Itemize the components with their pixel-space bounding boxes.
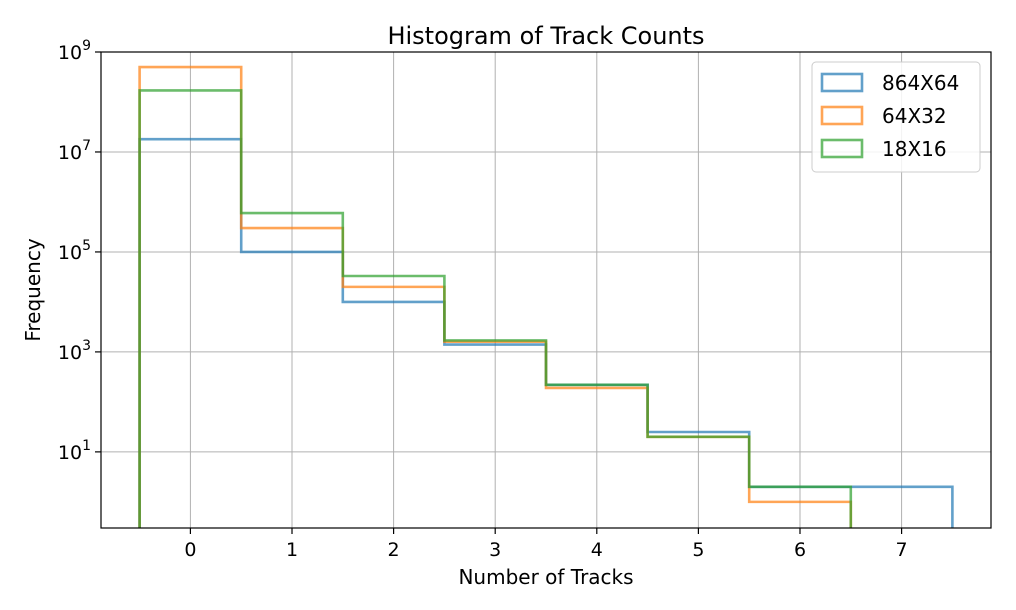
chart-title: Histogram of Track Counts <box>387 22 704 50</box>
x-tick-label: 6 <box>794 539 806 561</box>
legend: 864X64 64X32 18X16 <box>811 61 981 173</box>
legend-swatch <box>820 72 864 93</box>
legend-swatch <box>820 105 864 126</box>
x-tick-label: 3 <box>489 539 501 561</box>
x-tick-label: 2 <box>388 539 400 561</box>
legend-label: 864X64 <box>882 71 959 95</box>
series-step-3 <box>138 89 853 528</box>
y-axis-label: Frequency <box>21 238 45 341</box>
x-axis-label: Number of Tracks <box>458 565 633 589</box>
x-tick-label: 1 <box>286 539 298 561</box>
x-tick-label: 0 <box>184 539 196 561</box>
x-tick-label: 7 <box>896 539 908 561</box>
legend-label: 64X32 <box>882 104 947 128</box>
series-layer <box>138 65 954 528</box>
x-tick-label: 4 <box>591 539 603 561</box>
legend-swatch <box>820 138 864 159</box>
y-tick-label: 103 <box>58 338 91 364</box>
legend-label: 18X16 <box>882 137 947 161</box>
ticks: 0 1 2 3 4 5 6 7 101 103 105 107 109 <box>58 38 908 561</box>
x-tick-label: 5 <box>692 539 704 561</box>
plot-frame <box>100 51 992 529</box>
y-tick-label: 101 <box>58 438 91 464</box>
y-tick-label: 105 <box>58 238 91 264</box>
y-tick-label: 109 <box>58 38 91 64</box>
y-tick-label: 107 <box>58 138 91 164</box>
legend-box <box>811 61 981 173</box>
